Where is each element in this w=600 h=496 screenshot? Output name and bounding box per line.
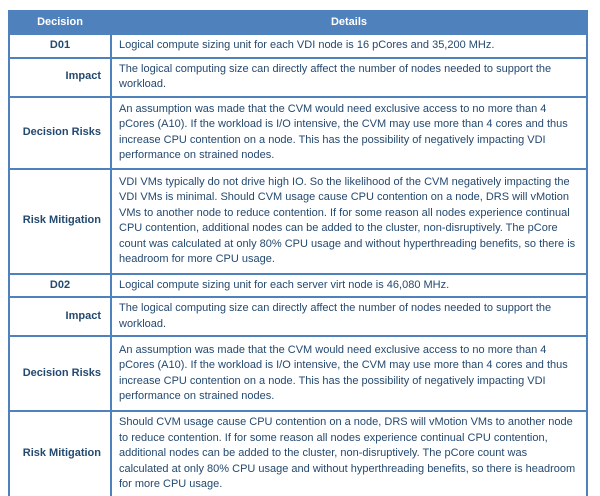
table-row-risk-mitigation-2: Risk Mitigation Should CVM usage cause C…	[8, 410, 588, 496]
table-row-decision-risks-2: Decision Risks An assumption was made th…	[8, 335, 588, 412]
decision-cell: D01	[8, 33, 112, 59]
decision-cell: Risk Mitigation	[8, 410, 112, 496]
decision-cell: Decision Risks	[8, 95, 112, 170]
header-details: Details	[110, 10, 588, 35]
header-decision: Decision	[8, 10, 112, 35]
details-cell: VDI VMs typically do not drive high IO. …	[110, 167, 588, 275]
details-cell: Logical compute sizing unit for each VDI…	[110, 33, 588, 59]
table-row-risk-mitigation-1: Risk Mitigation VDI VMs typically do not…	[8, 167, 588, 275]
decision-cell: Decision Risks	[8, 335, 112, 412]
table-row-decision-risks-1: Decision Risks An assumption was made th…	[8, 95, 588, 170]
details-cell: Should CVM usage cause CPU contention on…	[110, 410, 588, 496]
details-cell: The logical computing size can directly …	[110, 296, 588, 337]
table-header-row: Decision Details	[8, 10, 588, 35]
decision-cell: D02	[8, 272, 112, 298]
table-row-impact-2: Impact The logical computing size can di…	[8, 296, 588, 337]
decision-cell: Risk Mitigation	[8, 167, 112, 275]
details-cell: An assumption was made that the CVM woul…	[110, 95, 588, 170]
decision-cell: Impact	[8, 296, 112, 337]
details-cell: An assumption was made that the CVM woul…	[110, 335, 588, 412]
table-row-d02: D02 Logical compute sizing unit for each…	[8, 272, 588, 298]
decision-cell: Impact	[8, 56, 112, 98]
table-row-impact-1: Impact The logical computing size can di…	[8, 56, 588, 98]
table-row-d01: D01 Logical compute sizing unit for each…	[8, 33, 588, 59]
decision-details-table: Decision Details D01 Logical compute siz…	[8, 10, 588, 496]
details-cell: The logical computing size can directly …	[110, 56, 588, 98]
details-cell: Logical compute sizing unit for each ser…	[110, 272, 588, 298]
